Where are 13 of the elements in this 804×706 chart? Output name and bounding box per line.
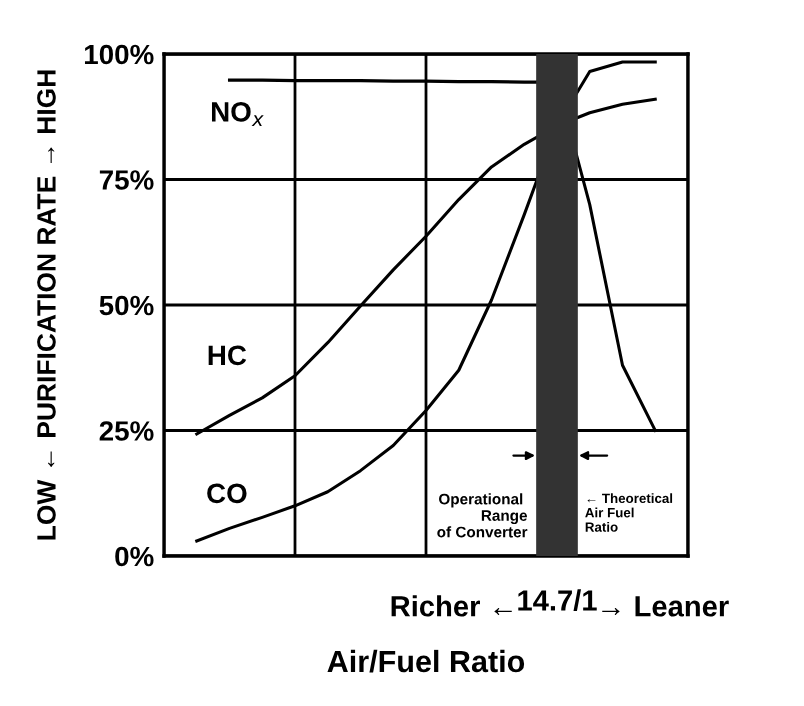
series-label: HC [208,345,247,366]
y-tick-label: 50% [99,295,154,316]
y-tick-label: 0% [115,546,154,567]
y-tick-label: 25% [99,421,154,441]
y-tick-label: 75% [99,170,154,190]
series-label: CO [207,483,247,504]
text: → Leaner [602,596,729,617]
series-label: NO$_{x}$ [212,101,264,126]
x-tick-label: 14.7/1 [518,589,597,612]
x-axis-title: Air/Fuel Ratio [327,649,525,673]
text: Richer ← [391,595,512,617]
y-axis-title: LOW ← PURIFICATION RATE → HIGH [37,70,56,540]
y-tick-label: 100% [84,44,154,65]
